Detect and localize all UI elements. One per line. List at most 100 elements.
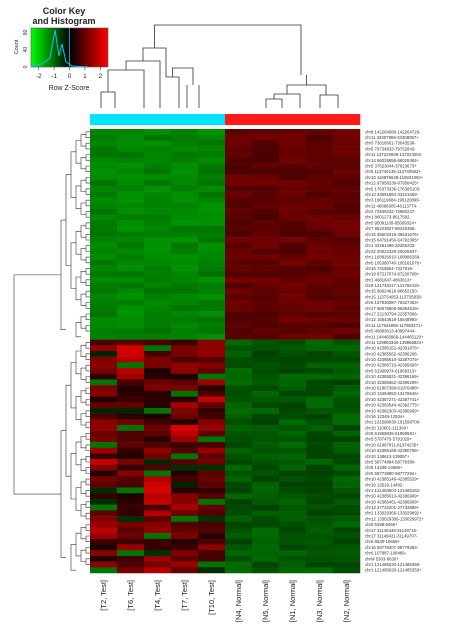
- heatmap-cell: [252, 527, 280, 534]
- row-label: chr10 42385613-42386909+: [365, 494, 420, 499]
- heatmap-cell: [225, 271, 253, 278]
- heatmap-cell: [333, 413, 361, 420]
- heatmap-cell: [198, 203, 226, 209]
- heatmap-cell: [198, 146, 226, 153]
- heatmap-cell: [171, 464, 199, 471]
- heatmap-cell: [279, 305, 307, 312]
- heatmap-cell: [252, 214, 280, 221]
- heatmap-cell: [90, 538, 118, 545]
- heatmap-cell: [90, 316, 118, 323]
- heatmap-cell: [252, 464, 280, 471]
- heatmap-cell: [252, 413, 280, 420]
- row-dendrogram-branch: [85, 444, 90, 451]
- heatmap-cell: [252, 146, 280, 153]
- heatmap-cell: [279, 151, 307, 158]
- row-dendrogram-branch: [85, 478, 90, 486]
- row-label: chr10 116876649-116931092+: [365, 175, 424, 180]
- heatmap-cell: [252, 407, 280, 414]
- row-dendrogram-branch: [70, 242, 76, 289]
- heatmap-cell: [333, 220, 361, 227]
- heatmap-cell: [198, 299, 226, 306]
- heatmap-cell: [252, 203, 280, 209]
- heatmap-cell: [90, 220, 118, 227]
- heatmap-cell: [144, 561, 172, 568]
- heatmap-cell: [198, 464, 226, 471]
- heatmap-cell: [198, 333, 226, 340]
- heatmap-cell: [333, 294, 361, 301]
- row-label: chr5 79734833-79752843-: [365, 146, 416, 151]
- heatmap-cell: [117, 316, 145, 323]
- row-dendrogram-branch: [85, 376, 90, 383]
- heatmap-cell: [171, 390, 199, 397]
- heatmap-cell: [171, 265, 199, 272]
- heatmap-cell: [306, 533, 334, 540]
- color-key-x-tick-label: 1: [83, 73, 87, 80]
- heatmap-cell: [144, 510, 172, 517]
- row-label: chr22 20022329-20026837-: [365, 249, 419, 254]
- heatmap-cell: [90, 151, 118, 158]
- heatmap-cell: [252, 311, 280, 318]
- heatmap-cell: [171, 191, 199, 198]
- heatmap-cell: [306, 447, 334, 454]
- heatmap-cell: [225, 430, 253, 437]
- heatmap-cell: [171, 373, 199, 380]
- heatmap-cell: [144, 533, 172, 540]
- heatmap-cell: [279, 259, 307, 266]
- heatmap-cell: [117, 555, 145, 562]
- heatmap-cell: [171, 311, 199, 318]
- heatmap-cell: [198, 351, 226, 357]
- row-dendrogram-branch: [85, 325, 90, 332]
- row-label: chr10 42385610-42387075+: [365, 357, 420, 362]
- heatmap-cell: [252, 157, 280, 164]
- heatmap-cell: [90, 180, 118, 187]
- heatmap-cell: [198, 555, 226, 562]
- heatmap-cell: [198, 316, 226, 323]
- heatmap-cell: [117, 516, 145, 523]
- heatmap-cell: [306, 265, 334, 272]
- heatmap-cell: [117, 425, 145, 431]
- row-dendrogram-branch: [85, 342, 90, 349]
- heatmap-cell: [90, 237, 118, 244]
- heatmap-cell: [198, 459, 226, 466]
- heatmap-cell: [90, 362, 118, 369]
- heatmap-cell: [252, 322, 280, 329]
- heatmap-cell: [144, 208, 172, 215]
- heatmap-cell: [279, 544, 307, 551]
- heatmap-cell: [171, 328, 199, 335]
- heatmap-cell: [144, 151, 172, 158]
- heatmap-cell: [117, 447, 145, 454]
- heatmap-cell: [117, 163, 145, 170]
- color-key-ylabel: Count: [14, 39, 20, 54]
- heatmap-cell: [225, 561, 253, 568]
- heatmap-cell: [117, 464, 145, 471]
- row-label: chr8 5298-6066+: [365, 522, 398, 527]
- heatmap-cell: [198, 259, 226, 266]
- heatmap-cell: [171, 225, 199, 232]
- heatmap-cell: [333, 510, 361, 517]
- row-dendrogram-branch: [75, 140, 81, 164]
- heatmap-cell: [198, 311, 226, 318]
- row-label: chr10 61967398-61970488+: [365, 386, 420, 391]
- heatmap-cell: [117, 396, 145, 403]
- heatmap-cell: [252, 447, 280, 454]
- row-label: chr14 66028855-66028484+: [365, 158, 420, 163]
- heatmap-cell: [198, 345, 226, 352]
- heatmap-cell: [306, 248, 334, 255]
- heatmap-cell: [225, 464, 253, 471]
- heatmap-cell: [144, 396, 172, 403]
- heatmap-cell: [117, 510, 145, 517]
- row-dendrogram-branch: [75, 396, 81, 420]
- heatmap-cell: [333, 248, 361, 255]
- heatmap-cell: [306, 436, 334, 443]
- heatmap-cell: [171, 555, 199, 562]
- heatmap-cell: [306, 561, 334, 568]
- heatmap-cell: [306, 516, 334, 523]
- heatmap-cell: [333, 487, 361, 494]
- heatmap-cell: [252, 174, 280, 181]
- heatmap-cell: [144, 385, 172, 392]
- heatmap-cell: [225, 368, 253, 375]
- row-label: chr12 133029306-133029972+: [365, 516, 424, 521]
- heatmap-cell: [252, 316, 280, 323]
- heatmap-cell: [144, 174, 172, 181]
- heatmap-cell: [252, 487, 280, 494]
